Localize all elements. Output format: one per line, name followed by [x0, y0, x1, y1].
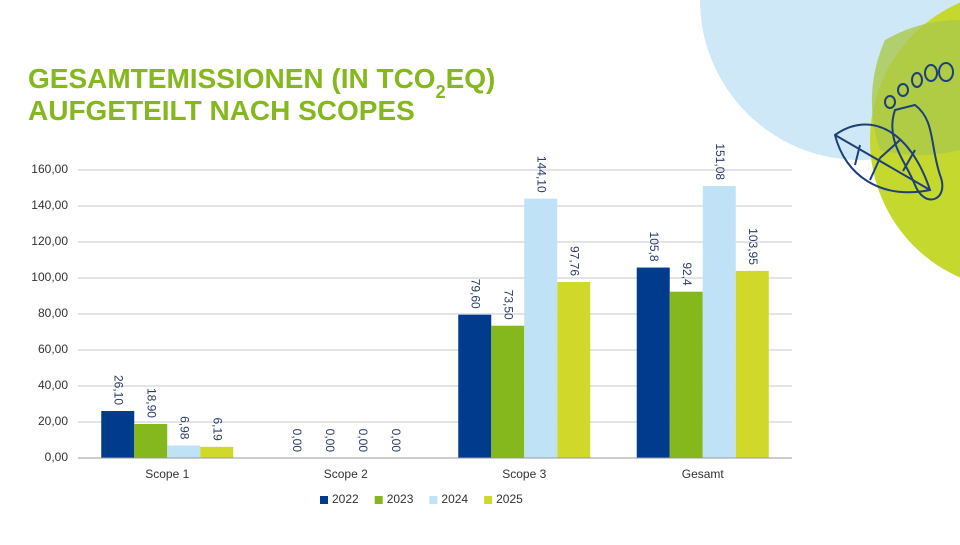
value-label: 144,10 — [535, 156, 549, 193]
value-label: 92,4 — [680, 262, 694, 286]
y-tick-label: 160,00 — [31, 162, 68, 176]
bar — [167, 445, 201, 458]
y-tick-label: 60,00 — [38, 342, 68, 356]
value-label: 105,8 — [647, 232, 661, 262]
title-text: GESAMTEMISSIONEN (IN TCO — [28, 63, 436, 94]
title-line1: GESAMTEMISSIONEN (IN TCO2EQ) — [28, 63, 495, 102]
legend-label: 2023 — [387, 492, 414, 506]
value-label: 103,95 — [746, 228, 760, 265]
value-label: 0,00 — [323, 429, 337, 453]
value-label: 73,50 — [502, 290, 516, 320]
value-label: 0,00 — [290, 429, 304, 453]
bar — [702, 186, 736, 458]
value-label: 6,98 — [178, 416, 192, 440]
value-label: 79,60 — [469, 279, 483, 309]
decoration — [700, 0, 960, 278]
y-tick-label: 80,00 — [38, 306, 68, 320]
y-tick-label: 100,00 — [31, 270, 68, 284]
bar — [735, 270, 769, 458]
legend-label: 2025 — [496, 492, 523, 506]
chart: 0,00 20,00 40,00 60,00 80,00 100,00 120,00 140,… — [31, 143, 792, 506]
legend-label: 2022 — [332, 492, 359, 506]
bar — [491, 325, 525, 458]
y-tick-label: 0,00 — [45, 450, 69, 464]
legend-swatch — [374, 496, 383, 504]
value-label: 0,00 — [389, 429, 403, 453]
leaf-icon — [833, 123, 932, 194]
value-label: 26,10 — [112, 375, 126, 405]
title-subscript: 2 — [436, 82, 446, 102]
bar — [669, 291, 703, 458]
bar — [458, 314, 492, 458]
title-text: EQ) — [446, 63, 496, 94]
foot-icon — [884, 62, 954, 201]
x-tick-label: Gesamt — [682, 467, 725, 481]
legend-label: 2024 — [441, 492, 468, 506]
bar — [524, 198, 558, 458]
legend-swatch — [484, 496, 493, 504]
legend-swatch — [429, 496, 438, 504]
value-label: 0,00 — [356, 429, 370, 453]
y-tick-label: 120,00 — [31, 234, 68, 248]
bar — [134, 423, 168, 458]
value-label: 18,90 — [145, 388, 159, 418]
x-tick-label: Scope 1 — [145, 467, 189, 481]
value-label: 97,76 — [568, 246, 582, 276]
y-tick-label: 40,00 — [38, 378, 68, 392]
bar — [636, 267, 670, 458]
y-tick-label: 140,00 — [31, 198, 68, 212]
y-tick-label: 20,00 — [38, 414, 68, 428]
title-line2: AUFGETEILT NACH SCOPES — [28, 95, 415, 126]
value-label: 151,08 — [713, 143, 727, 180]
bar — [557, 282, 591, 458]
legend-swatch — [320, 496, 328, 504]
bar — [101, 411, 135, 458]
x-tick-label: Scope 3 — [502, 467, 546, 481]
bar — [200, 446, 234, 458]
value-label: 6,19 — [211, 417, 225, 441]
x-tick-label: Scope 2 — [324, 467, 368, 481]
